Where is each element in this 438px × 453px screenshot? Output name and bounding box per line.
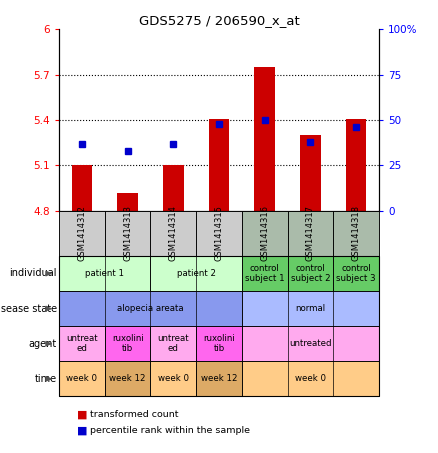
Bar xyxy=(72,165,92,211)
Text: week 12: week 12 xyxy=(110,374,146,383)
Text: ■: ■ xyxy=(77,410,87,419)
Bar xyxy=(163,165,184,211)
Bar xyxy=(300,135,321,211)
Text: ruxolini
tib: ruxolini tib xyxy=(112,334,144,353)
Text: normal: normal xyxy=(295,304,325,313)
Bar xyxy=(254,67,275,211)
Text: ruxolini
tib: ruxolini tib xyxy=(203,334,235,353)
Text: untreat
ed: untreat ed xyxy=(158,334,189,353)
Bar xyxy=(346,119,366,211)
Text: alopecia areata: alopecia areata xyxy=(117,304,184,313)
Text: disease state: disease state xyxy=(0,304,57,313)
Text: agent: agent xyxy=(29,339,57,349)
Text: week 0: week 0 xyxy=(67,374,98,383)
Text: percentile rank within the sample: percentile rank within the sample xyxy=(90,426,250,435)
Text: untreat
ed: untreat ed xyxy=(66,334,98,353)
Text: GSM1414318: GSM1414318 xyxy=(352,205,360,261)
Text: time: time xyxy=(35,374,57,384)
Text: GSM1414312: GSM1414312 xyxy=(78,205,86,261)
Text: patient 2: patient 2 xyxy=(177,269,215,278)
Title: GDS5275 / 206590_x_at: GDS5275 / 206590_x_at xyxy=(138,14,300,27)
Text: control
subject 2: control subject 2 xyxy=(290,264,330,283)
Bar xyxy=(117,193,138,211)
Text: week 12: week 12 xyxy=(201,374,237,383)
Text: week 0: week 0 xyxy=(295,374,326,383)
Text: GSM1414313: GSM1414313 xyxy=(123,205,132,261)
Text: ■: ■ xyxy=(77,425,87,435)
Text: transformed count: transformed count xyxy=(90,410,178,419)
Text: control
subject 1: control subject 1 xyxy=(245,264,285,283)
Text: GSM1414316: GSM1414316 xyxy=(260,205,269,261)
Text: GSM1414315: GSM1414315 xyxy=(215,205,223,261)
Text: control
subject 3: control subject 3 xyxy=(336,264,376,283)
Text: untreated: untreated xyxy=(289,339,332,348)
Text: GSM1414314: GSM1414314 xyxy=(169,205,178,261)
Text: week 0: week 0 xyxy=(158,374,189,383)
Text: patient 1: patient 1 xyxy=(85,269,124,278)
Bar xyxy=(209,119,229,211)
Text: GSM1414317: GSM1414317 xyxy=(306,205,315,261)
Text: individual: individual xyxy=(10,269,57,279)
